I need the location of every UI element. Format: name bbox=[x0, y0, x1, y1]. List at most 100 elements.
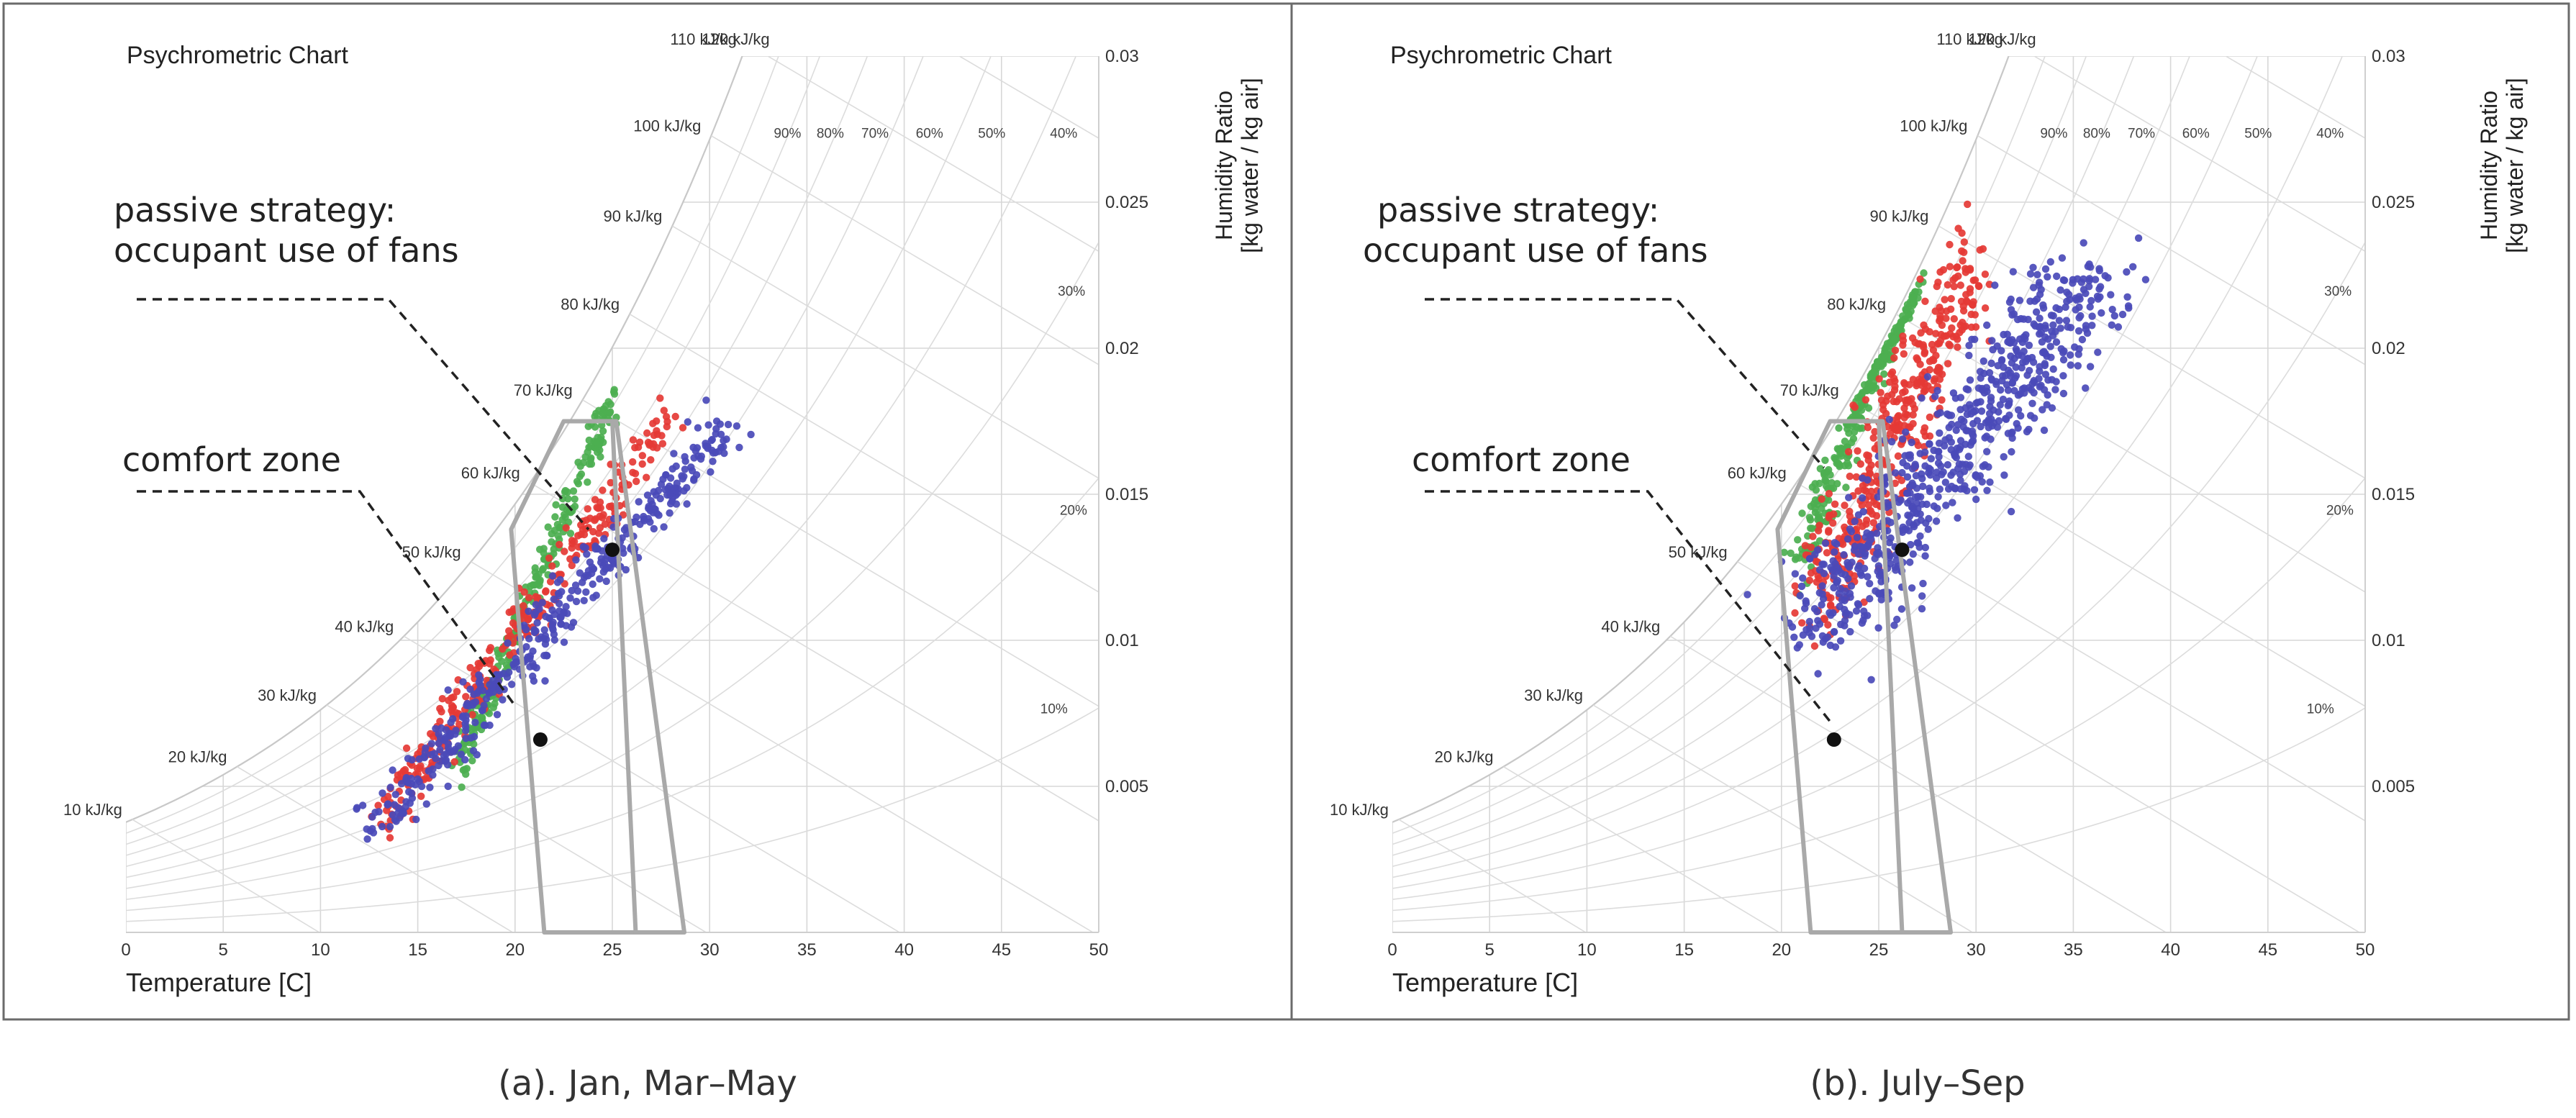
data-point bbox=[656, 494, 664, 503]
data-point bbox=[560, 638, 568, 646]
data-point bbox=[2036, 314, 2044, 322]
comfort-zone-leader bbox=[137, 490, 516, 706]
data-point bbox=[1887, 519, 1895, 527]
data-point bbox=[1926, 440, 1933, 448]
data-point bbox=[1955, 460, 1964, 468]
data-point bbox=[562, 603, 570, 611]
rh-label: 10% bbox=[1040, 702, 1068, 717]
data-point bbox=[2062, 317, 2071, 324]
data-point bbox=[1841, 571, 1849, 579]
data-point bbox=[1932, 517, 1941, 525]
data-point bbox=[599, 486, 607, 494]
data-point bbox=[1970, 486, 1979, 494]
x-tick-label: 0 bbox=[121, 940, 130, 960]
data-point bbox=[1859, 482, 1867, 490]
data-point bbox=[1891, 346, 1900, 355]
enthalpy-line bbox=[237, 765, 513, 932]
data-point bbox=[1815, 566, 1824, 574]
data-point bbox=[620, 526, 629, 534]
data-point bbox=[1871, 445, 1879, 453]
data-point bbox=[587, 454, 595, 462]
data-point bbox=[1921, 325, 1930, 333]
data-point bbox=[558, 588, 566, 596]
data-point bbox=[2052, 378, 2060, 386]
data-point bbox=[509, 619, 517, 627]
x-tick-label: 45 bbox=[992, 940, 1011, 960]
data-point bbox=[722, 435, 730, 443]
data-point bbox=[2005, 298, 2014, 306]
data-point bbox=[1965, 342, 1973, 350]
annotation-passive-strategy: passive strategy: bbox=[114, 191, 396, 229]
data-point bbox=[389, 811, 396, 819]
data-point bbox=[1920, 269, 1928, 277]
data-point bbox=[1807, 502, 1815, 510]
data-point bbox=[703, 442, 712, 450]
data-point bbox=[408, 756, 416, 764]
data-point bbox=[427, 740, 435, 747]
data-point bbox=[1810, 642, 1819, 650]
data-point bbox=[1787, 549, 1795, 558]
data-point bbox=[1859, 474, 1867, 482]
data-point bbox=[1846, 525, 1854, 533]
data-point bbox=[420, 753, 429, 762]
data-point bbox=[1863, 451, 1871, 459]
y-tick-label: 0.01 bbox=[2372, 631, 2405, 650]
data-point bbox=[1963, 486, 1971, 495]
data-point bbox=[2041, 360, 2049, 368]
data-point bbox=[1942, 314, 1950, 322]
data-point bbox=[2056, 324, 2064, 332]
data-point bbox=[663, 417, 671, 426]
data-point bbox=[1973, 417, 1982, 424]
data-point bbox=[1904, 512, 1912, 519]
data-point bbox=[2059, 355, 2068, 364]
data-point bbox=[466, 663, 474, 672]
data-point bbox=[1939, 468, 1947, 476]
rh-label: 30% bbox=[2324, 284, 2351, 299]
data-point bbox=[486, 656, 494, 664]
data-point bbox=[422, 800, 430, 808]
enthalpy-label: 100 kJ/kg bbox=[633, 117, 701, 135]
data-point bbox=[545, 554, 553, 562]
data-point bbox=[606, 408, 614, 416]
data-point bbox=[1860, 381, 1869, 389]
data-point bbox=[1901, 387, 1909, 396]
data-point bbox=[1949, 332, 1957, 341]
data-point bbox=[1864, 573, 1872, 581]
data-point bbox=[638, 452, 646, 460]
data-point bbox=[1861, 396, 1870, 404]
data-point bbox=[1871, 427, 1879, 436]
data-point bbox=[1962, 404, 1969, 412]
leader-marker bbox=[1895, 542, 1910, 558]
comfort-zone-outline bbox=[1775, 419, 1953, 935]
data-point bbox=[1918, 592, 1926, 600]
data-point bbox=[1950, 315, 1958, 323]
data-point bbox=[582, 588, 590, 596]
data-point bbox=[656, 394, 664, 402]
rh-label: 40% bbox=[2316, 127, 2344, 142]
data-point bbox=[1923, 373, 1932, 381]
y-tick-label: 0.01 bbox=[1105, 631, 1139, 650]
data-point bbox=[1854, 601, 1863, 609]
data-point bbox=[1866, 595, 1874, 603]
data-point bbox=[468, 711, 476, 719]
data-point bbox=[2059, 389, 2068, 398]
data-point bbox=[1886, 430, 1895, 437]
data-point bbox=[1971, 311, 1979, 319]
data-point bbox=[461, 755, 469, 764]
enthalpy-label: 110 kJ/kg bbox=[670, 30, 737, 48]
chart-title: Psychrometric Chart bbox=[127, 42, 349, 69]
data-point bbox=[426, 783, 434, 791]
data-point bbox=[498, 658, 506, 665]
data-point bbox=[1864, 404, 1873, 412]
data-point bbox=[573, 587, 582, 595]
data-point bbox=[561, 547, 568, 555]
enthalpy-label: 20 kJ/kg bbox=[168, 748, 227, 766]
series-red bbox=[368, 394, 687, 842]
data-point bbox=[1867, 535, 1875, 543]
x-tick-label: 25 bbox=[1869, 940, 1889, 960]
data-point bbox=[1911, 338, 1919, 347]
data-point bbox=[1916, 360, 1924, 368]
data-point bbox=[1992, 378, 2000, 386]
data-point bbox=[607, 478, 614, 487]
data-point bbox=[1909, 293, 1917, 301]
